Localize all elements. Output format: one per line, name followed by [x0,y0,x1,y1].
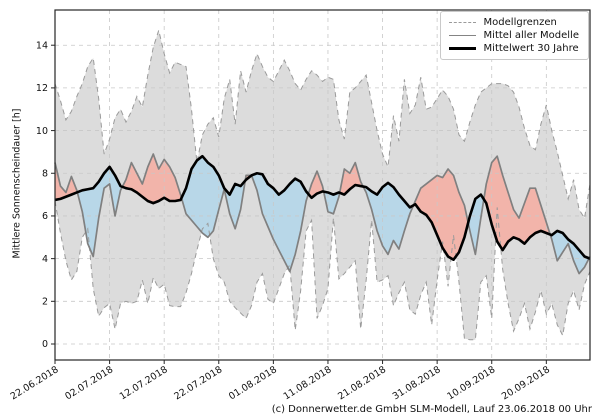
model-mean-line [54,153,591,275]
fill-below-normal [251,173,309,272]
x-tick-label: 12.07.2018 [118,364,170,402]
fill-below-normal [181,156,246,238]
black-line-swatch-icon [448,47,476,50]
y-tick-label: 10 [36,126,48,137]
y-axis-label: Mittlere Sonnenscheindauer [h] [11,108,23,259]
model-upper-bound-line [54,28,591,220]
gray-line-swatch-icon [448,35,476,36]
dashed-line-swatch-icon [448,22,476,23]
x-tick-label: 22.07.2018 [172,364,224,402]
y-tick-label: 4 [42,254,48,265]
x-tick-label: 11.08.2018 [282,364,334,402]
plot-frame [54,9,591,361]
fill-above-normal [245,175,252,181]
y-tick-label: 6 [42,211,48,222]
fill-above-normal [413,168,469,260]
fill-below-normal [550,230,590,274]
y-tick-label: 2 [42,297,48,308]
thirty-year-mean-line [54,154,591,261]
x-tick-label: 20.09.2018 [500,364,552,402]
legend-label: Modellgrenzen [483,17,557,28]
x-tick-label: 01.08.2018 [227,364,279,402]
fill-above-normal [122,154,182,204]
x-tick-label: 31.08.2018 [391,364,443,402]
legend: Modellgrenzen Mittel aller Modelle Mitte… [439,11,589,60]
x-tick-label: 10.09.2018 [445,364,497,402]
x-tick-label: 21.08.2018 [336,364,388,402]
fill-below-normal [363,182,414,255]
y-tick-label: 8 [42,168,48,179]
y-tick-label: 12 [36,83,48,94]
x-tick-label: 22.06.2018 [9,364,61,402]
legend-label: Mittel aller Modelle [483,30,579,41]
legend-item-mittel-aller-modelle: Mittel aller Modelle [448,29,579,42]
x-tick-label: 02.07.2018 [63,364,115,402]
y-tick-label: 14 [36,40,48,51]
fill-above-normal [55,162,78,200]
y-tick-label: 0 [42,339,48,350]
legend-label: Mittelwert 30 Jahre [483,43,579,54]
legend-item-mittelwert-30-jahre: Mittelwert 30 Jahre [448,42,579,55]
legend-item-modellgrenzen: Modellgrenzen [448,16,579,29]
fill-above-normal [483,156,551,251]
copyright-caption: (c) Donnerwetter.de GmbH SLM-Modell, Lau… [271,404,592,415]
